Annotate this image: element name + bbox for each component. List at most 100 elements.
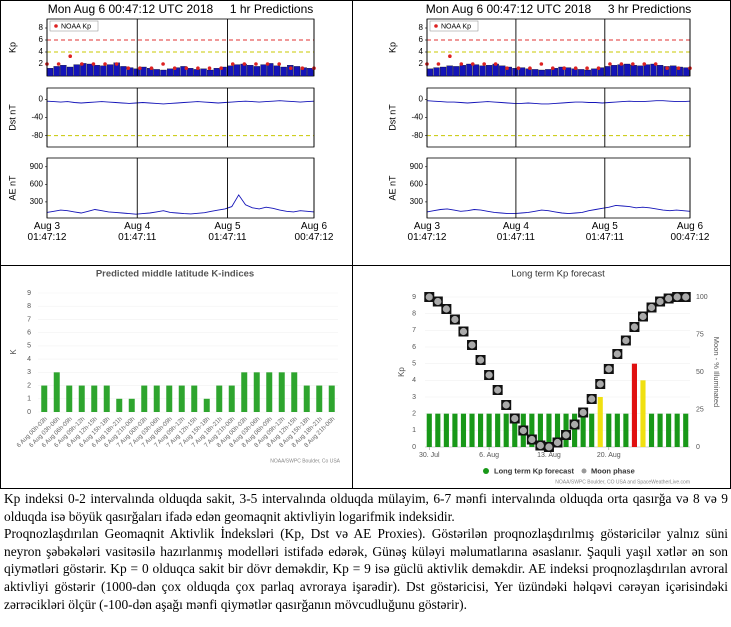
- kp-bar: [631, 363, 637, 447]
- kp-bar: [53, 66, 60, 77]
- noaa-kp-dot: [539, 62, 544, 66]
- y-tick-label: 6: [412, 344, 416, 351]
- kp-bar: [100, 65, 107, 77]
- kp-bar: [479, 65, 486, 77]
- kp-bar: [525, 68, 532, 77]
- kp-bar: [683, 67, 690, 77]
- moon-disc: [434, 297, 442, 306]
- k-bar: [266, 372, 273, 412]
- x-tick-label: 6. Aug: [479, 452, 499, 459]
- k-bar: [316, 385, 323, 412]
- y-tick-label: 0: [412, 444, 416, 451]
- k-bar: [103, 385, 110, 412]
- legend-dot: [54, 24, 58, 28]
- y2-tick-label: 25: [696, 406, 704, 413]
- kp-bar: [469, 413, 475, 447]
- moon-disc: [639, 312, 647, 321]
- k-bar: [141, 385, 148, 412]
- legend-marker: [581, 468, 587, 474]
- moon-disc: [562, 431, 570, 439]
- kp-bar: [280, 66, 287, 77]
- k-bar: [216, 385, 223, 412]
- noaa-kp-dot: [448, 54, 452, 58]
- y-tick-label: 7: [412, 327, 416, 334]
- noaa-kp-dot: [470, 62, 475, 66]
- kp-bar: [293, 66, 301, 77]
- y-tick-label: 900: [30, 162, 44, 171]
- y-tick-label: 300: [30, 197, 44, 206]
- kp-bar: [207, 69, 214, 77]
- kp-bar: [529, 413, 535, 447]
- y-axis-label: Dst nT: [387, 104, 397, 131]
- y-tick-label: 1: [412, 427, 416, 434]
- legend-marker: [483, 468, 489, 474]
- kp-bar: [106, 64, 114, 77]
- kp-bar: [589, 413, 595, 447]
- noaa-kp-dot: [562, 66, 567, 70]
- plot-frame: [426, 157, 691, 219]
- kp-bar: [220, 66, 227, 77]
- noaa-kp-dot: [242, 62, 247, 66]
- kp-bar: [546, 413, 552, 447]
- noaa-kp-dot: [277, 62, 281, 66]
- noaa-kp-dot: [505, 66, 509, 70]
- k-bar: [153, 385, 160, 412]
- y-axis-label: Kp: [7, 42, 17, 53]
- kp-bar: [614, 413, 620, 447]
- kp-bar: [604, 66, 611, 77]
- kp-bar: [433, 67, 440, 77]
- noaa-kp-dot: [184, 66, 189, 70]
- noaa-kp-dot: [642, 62, 647, 66]
- kp-bar: [66, 66, 74, 77]
- noaa-kp-dot: [482, 62, 486, 66]
- y-tick-label: 2: [419, 59, 424, 68]
- k-bar: [91, 385, 98, 412]
- kp-bar: [60, 65, 67, 77]
- x-tick-label: Aug 4 01:47:11: [496, 221, 535, 243]
- noaa-kp-dot: [596, 66, 601, 70]
- kp-bar: [472, 64, 480, 77]
- kp-bar: [267, 63, 274, 77]
- noaa-kp-dot: [528, 66, 532, 70]
- noaa-kp-dot: [207, 66, 212, 70]
- x-tick-label: 20. Aug: [597, 452, 621, 459]
- noaa-kp-dot: [436, 62, 441, 66]
- kp-bar: [572, 413, 578, 447]
- kp-bar: [637, 65, 644, 77]
- kp-bar: [86, 63, 94, 77]
- legend-label: NOAA Kp: [61, 23, 91, 30]
- noaa-kp-dot: [493, 62, 498, 66]
- k-bar: [66, 385, 73, 412]
- legend-dot: [434, 24, 438, 28]
- y2-axis-label: Moon - % Illuminated: [712, 337, 721, 407]
- kp-bar: [213, 68, 221, 77]
- kp-bar: [584, 69, 591, 77]
- y-tick-label: -40: [411, 113, 423, 122]
- moon-disc: [613, 350, 621, 358]
- x-tick-label: Aug 5 01:47:11: [208, 221, 247, 243]
- dst-line: [46, 100, 315, 105]
- kp-bar: [532, 69, 539, 77]
- moon-disc: [519, 426, 527, 435]
- moon-disc: [476, 356, 485, 364]
- panel-title: Mon Aug 6 00:47:12 UTC 2018 1 hr Predict…: [48, 2, 314, 16]
- moon-disc: [442, 305, 450, 313]
- y-axis-label: Kp: [387, 42, 397, 53]
- ae-line: [426, 204, 691, 215]
- y-tick-label: 6: [39, 35, 44, 44]
- moon-disc: [588, 395, 596, 403]
- kp-bar: [580, 413, 586, 447]
- kp-bar: [610, 65, 618, 77]
- kp-bar: [564, 67, 572, 77]
- kp-bar: [133, 68, 140, 77]
- y-tick-label: 8: [27, 303, 31, 310]
- k-bar: [303, 385, 310, 412]
- y-tick-label: 7: [27, 316, 31, 323]
- kp-bar: [674, 413, 680, 447]
- y-tick-label: 2: [27, 382, 31, 389]
- moon-disc: [622, 336, 630, 345]
- moon-disc: [511, 414, 519, 423]
- noaa-kp-dot: [459, 62, 464, 66]
- dst-line: [426, 100, 691, 105]
- document-text: Kp indeksi 0-2 intervalında olduqda saki…: [4, 490, 728, 613]
